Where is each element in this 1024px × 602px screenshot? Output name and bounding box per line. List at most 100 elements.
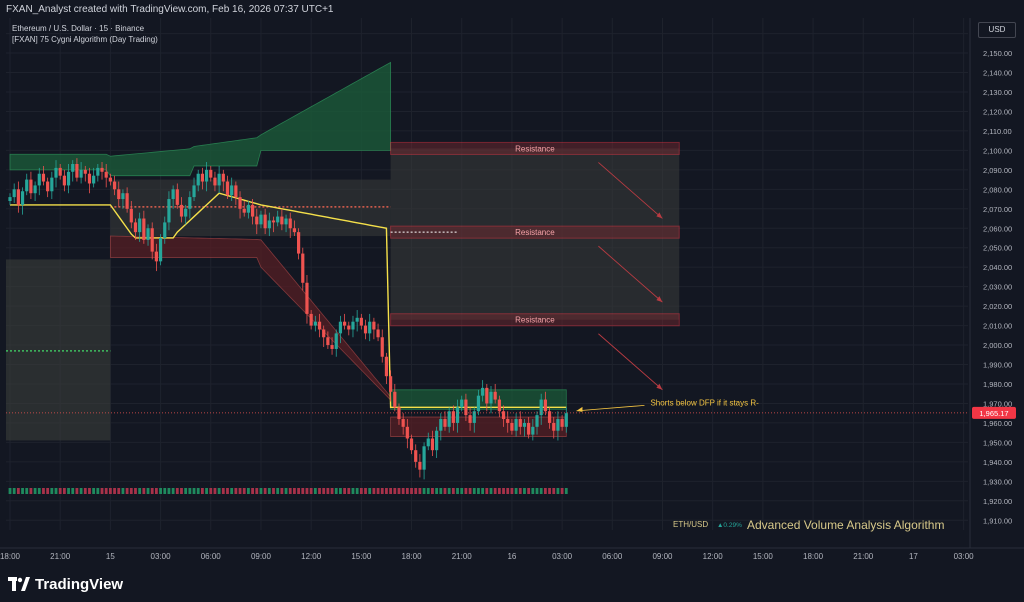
volume-bar — [113, 488, 116, 494]
candle-body — [472, 411, 476, 423]
volume-bar — [67, 488, 70, 494]
candle-body — [138, 218, 142, 233]
candle-body — [409, 438, 414, 451]
volume-bar — [426, 488, 430, 494]
volume-bar — [372, 488, 376, 494]
chart-area[interactable]: Resistance Resistance Resistance Shorts bel… — [0, 18, 1024, 568]
candle-body — [46, 181, 50, 192]
volume-bar — [121, 488, 125, 494]
candle-body — [250, 204, 255, 217]
candle-body — [276, 216, 280, 223]
volume-bar — [418, 488, 422, 494]
watermark-change: ▲0.29% — [717, 522, 742, 529]
candle-body — [309, 313, 313, 326]
candle-body — [531, 426, 535, 435]
candle-body — [317, 321, 322, 330]
volume-bar — [359, 488, 363, 494]
volume-bar — [201, 488, 204, 494]
volume-bar — [259, 488, 263, 494]
volume-bar — [305, 488, 309, 494]
volume-bar — [493, 488, 497, 494]
x-tick-label: 16 — [507, 552, 516, 561]
candle-body — [535, 415, 539, 427]
candle-body — [422, 446, 426, 470]
volume-bar — [146, 488, 150, 494]
candle-body — [200, 173, 204, 182]
x-tick-label: 09:00 — [251, 552, 272, 561]
y-tick-label: 1,910.00 — [983, 516, 1012, 525]
volume-bar — [548, 488, 551, 494]
candle-body — [50, 177, 54, 192]
candle-body — [154, 251, 158, 262]
candle-body — [543, 399, 547, 412]
candle-body — [104, 171, 108, 178]
volume-bar — [497, 488, 501, 494]
x-tick-label: 21:00 — [853, 552, 874, 561]
volume-bar — [234, 488, 238, 494]
y-tick-label: 2,040.00 — [983, 263, 1012, 272]
candle-body — [20, 191, 25, 205]
tradingview-logo[interactable]: TradingView — [8, 574, 123, 594]
down-arrow — [598, 162, 663, 219]
candle-body — [54, 167, 58, 178]
symbol-legend[interactable]: Ethereum / U.S. Dollar · 15 · Binance — [12, 24, 145, 33]
price-chart[interactable]: Resistance Resistance Resistance Shorts bel… — [0, 18, 1024, 568]
candle-body — [384, 356, 389, 377]
candle-body — [163, 222, 167, 238]
volume-bar — [188, 488, 192, 494]
candle-body — [158, 237, 163, 262]
annotation-arrow — [576, 405, 645, 412]
volume-bar — [355, 488, 359, 494]
volume-bar — [37, 488, 41, 494]
candle-body — [447, 411, 451, 427]
currency-button[interactable]: USD — [978, 22, 1016, 38]
candle-body — [267, 220, 271, 229]
x-tick-label: 06:00 — [201, 552, 222, 561]
candle-body — [426, 438, 430, 447]
volume-bar — [485, 488, 489, 494]
candle-body — [142, 218, 146, 240]
candle-body — [16, 189, 20, 205]
last-price-tag — [972, 406, 1016, 419]
volume-bar — [477, 488, 480, 494]
volume-bar — [71, 488, 75, 494]
y-tick-label: 2,000.00 — [983, 341, 1012, 350]
volume-bar — [401, 488, 405, 494]
candle-body — [556, 419, 560, 431]
candle-body — [117, 189, 121, 200]
y-tick-label: 1,940.00 — [983, 458, 1012, 467]
x-tick-label: 03:00 — [552, 552, 573, 561]
y-tick-label: 2,110.00 — [983, 127, 1012, 136]
volume-bar — [125, 488, 129, 494]
candle-body — [389, 376, 393, 392]
candle-body — [171, 189, 175, 200]
volume-bar — [42, 488, 45, 494]
volume-bar — [326, 488, 330, 494]
volume-bar — [272, 488, 275, 494]
x-tick-label: 17 — [909, 552, 918, 561]
y-tick-label: 1,990.00 — [983, 361, 1012, 370]
green-upper-band — [9, 61, 392, 177]
candle-body — [527, 422, 531, 435]
candle-body — [129, 208, 133, 223]
indicator-legend[interactable]: [FXAN] 75 Cygni Algorithm (Day Trading) — [12, 35, 158, 44]
volume-bar — [397, 488, 401, 494]
volume-bar — [129, 488, 133, 494]
down-arrowhead — [656, 383, 663, 390]
candle-body — [204, 169, 209, 182]
x-tick-label: 18:00 — [0, 552, 21, 561]
volume-bar — [83, 488, 87, 494]
candle-body — [92, 175, 96, 184]
y-tick-label: 1,960.00 — [983, 419, 1012, 428]
volume-bar — [247, 488, 250, 494]
candle-body — [133, 222, 138, 233]
candle-body — [217, 173, 221, 186]
tradingview-logo-icon — [8, 577, 30, 591]
candle-body — [539, 399, 543, 416]
volume-bar — [460, 488, 464, 494]
watermark-symbol: ETH/USD — [673, 520, 708, 529]
volume-bar — [21, 488, 24, 494]
candle-body — [221, 173, 225, 182]
volume-bar — [134, 488, 137, 494]
candle-body — [418, 461, 422, 470]
